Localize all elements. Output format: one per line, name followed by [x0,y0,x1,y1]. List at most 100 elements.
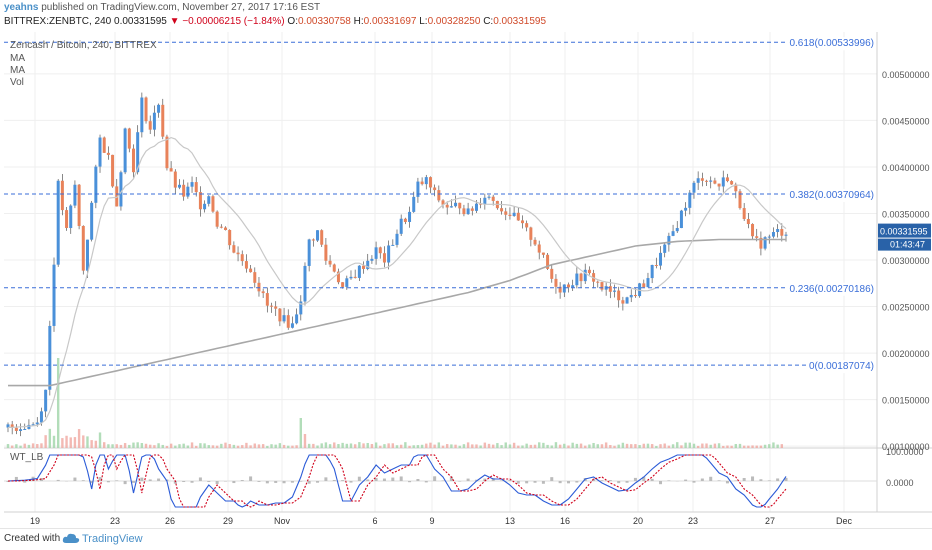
volume-bar [713,443,717,448]
y-tick-label: 0.00250000 [882,303,930,313]
volume-bar [153,445,156,448]
candle-body [349,276,353,279]
volume-bar [31,443,35,448]
volume-bar [299,418,302,448]
candle-body [35,422,39,425]
candle-body [44,389,48,412]
volume-bar [90,440,93,448]
volume-bar [709,444,712,448]
candle-body [232,245,236,253]
candle-body [81,225,85,271]
candle-body [278,308,282,322]
candle-body [742,208,746,219]
volume-bar [140,443,144,448]
volume-bar [69,437,72,448]
ma-legend-2[interactable]: MA [10,65,25,76]
volume-bar [634,444,637,448]
volume-bar [479,445,482,448]
volume-bar [404,442,407,448]
volume-bar [207,445,210,448]
ma-legend-1[interactable]: MA [10,53,25,64]
volume-bar [558,444,562,448]
candle-body [617,290,621,301]
osc-histogram-bar [500,480,504,481]
volume-bar [550,445,553,448]
volume-bar [337,444,340,448]
volume-bar [533,444,537,448]
osc-histogram-bar [659,481,663,485]
osc-histogram-bar [240,480,244,481]
candle-body [286,315,290,328]
candle-body [14,427,18,431]
volume-bar [600,444,604,448]
osc-histogram-bar [700,478,704,481]
osc-histogram-bar [541,481,545,484]
candle-body [211,196,215,212]
volume-bar [190,442,194,448]
fib-level-label: 0.382(0.00370964) [789,190,874,201]
volume-bar [684,442,687,448]
volume-bar [52,435,56,448]
candle-body [328,260,332,265]
candle-body [119,172,123,207]
osc-histogram-bar [592,478,596,481]
volume-bar [408,445,411,448]
volume-bar [379,445,382,448]
header-bar: yeahns published on TradingView.com, Nov… [0,0,932,30]
vol-legend[interactable]: Vol [10,77,24,88]
ohlc-line: BITTREX:ZENBTC, 240 0.00331595 ▼ −0.0000… [4,16,546,27]
candle-body [224,227,228,230]
author-name[interactable]: yeahns [4,2,39,13]
volume-bar [696,445,700,448]
candle-body [600,282,604,290]
volume-bar [395,445,399,448]
candle-body [52,264,56,326]
osc-histogram-bar [106,481,110,483]
osc-histogram-bar [73,477,77,481]
candle-body [219,226,223,228]
volume-bar [245,442,248,448]
candle-body [428,177,432,188]
volume-bar [107,444,110,448]
candle-body [583,269,587,282]
volume-bar [383,444,386,448]
volume-bar [538,442,541,448]
tradingview-brand[interactable]: TradingView [82,533,143,545]
candle-body [69,205,73,228]
osc-histogram-bar [751,476,755,481]
osc-legend[interactable]: WT_LB [10,452,44,463]
candle-body [94,166,98,203]
candle-body [198,192,202,210]
last-price-tag-label: 0.00331595 [880,227,928,237]
volume-bar [500,445,503,448]
osc-histogram-bar [349,481,353,483]
candle-body [341,282,345,287]
candle-body [307,239,311,266]
volume-bar [195,445,198,448]
fib-level-label: 0(0.00187074) [809,361,874,372]
osc-histogram-bar [709,476,713,481]
ma-slow-line [8,238,786,387]
volume-bar [366,442,369,448]
volume-bar [742,445,746,448]
fib-level-label: 0.236(0.00270186) [789,284,874,295]
volume-bar [312,443,315,448]
x-tick-label: 23 [688,516,698,526]
volume-bar [692,443,696,448]
candle-body [554,278,558,287]
candle-body [717,183,721,187]
candle-body [194,182,198,193]
tradingview-cloud-icon[interactable] [62,531,80,545]
price-change: ▼ −0.00006215 (−1.84%) [169,16,285,27]
y-tick-label: 0.00300000 [882,256,930,266]
candle-body [374,247,378,259]
chart-canvas[interactable]: 0.618(0.00533996) 0.382(0.00370964) 0.236(… [0,30,932,528]
volume-bar [374,442,378,448]
volume-bar [261,444,265,448]
volume-bar [483,442,487,448]
candle-body [169,168,173,172]
candle-body [738,191,742,209]
volume-bar [328,444,332,448]
candle-body [663,244,667,253]
volume-bar [667,445,671,448]
